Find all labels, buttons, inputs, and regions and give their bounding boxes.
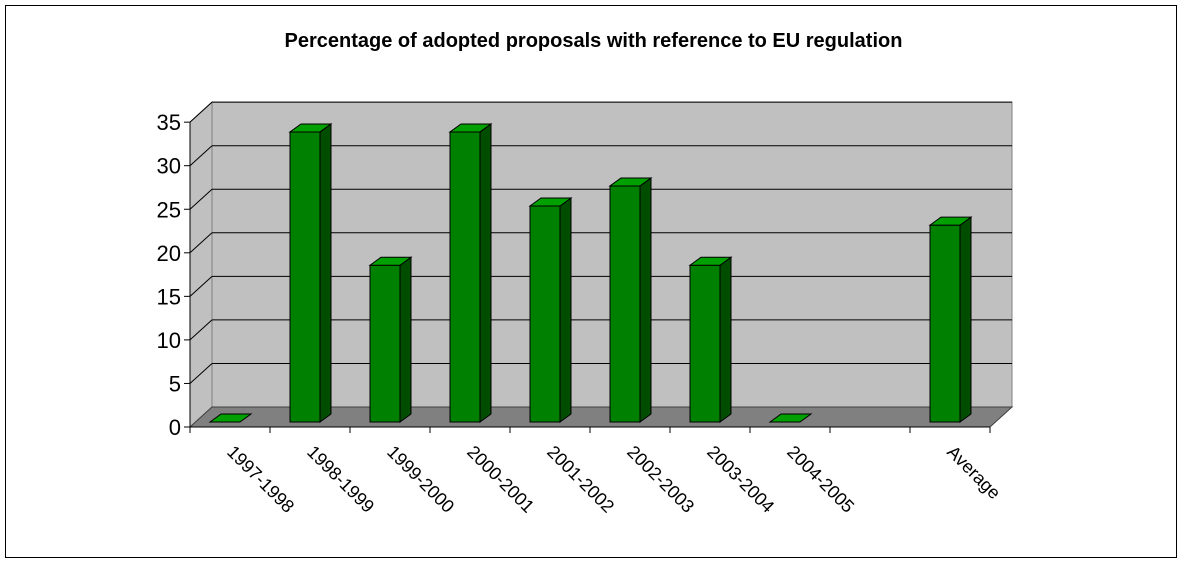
bar-top — [208, 413, 253, 423]
x-category-label: 2002-2003 — [623, 442, 698, 517]
y-tick-label: 20 — [157, 241, 181, 266]
gridline-side — [189, 145, 213, 167]
x-category-label: 2004-2005 — [783, 442, 858, 517]
bar-top — [288, 123, 333, 133]
bar-top — [368, 256, 413, 266]
gridline-side — [189, 319, 213, 341]
gridline-side — [189, 275, 213, 297]
y-tick-label: 15 — [157, 284, 181, 309]
bar-front — [369, 264, 401, 423]
bar-front — [529, 205, 561, 423]
bar-top — [928, 216, 973, 226]
bar-top — [768, 413, 813, 423]
bar-front — [929, 224, 961, 423]
bar-front — [609, 185, 641, 423]
gridline-side — [189, 188, 213, 210]
bar-front — [449, 131, 481, 423]
bar-side — [719, 256, 732, 423]
bar-side — [319, 122, 332, 423]
x-category-label: 1997-1998 — [223, 442, 298, 517]
gridline-side — [189, 363, 213, 384]
y-tick-label: 0 — [169, 415, 181, 440]
y-tick-label: 10 — [157, 328, 181, 353]
bar-side — [479, 122, 492, 423]
plot-side-wall — [189, 101, 213, 429]
gridline-side — [189, 101, 213, 123]
x-category-label: Average — [943, 442, 1004, 503]
gridline-side — [189, 232, 213, 254]
bar-top — [448, 123, 493, 133]
chart-title: Percentage of adopted proposals with ref… — [284, 30, 903, 52]
bar-side — [399, 256, 412, 423]
bar-side — [559, 197, 572, 423]
x-category-label: 1999-2000 — [383, 442, 458, 517]
y-tick-label: 25 — [157, 197, 181, 222]
bar-side — [639, 176, 652, 423]
x-category-label: 2001-2002 — [543, 442, 618, 517]
bar-front — [689, 264, 721, 423]
x-category-label: 2003-2004 — [703, 442, 778, 517]
bar-side — [959, 216, 972, 423]
bar-front — [289, 131, 321, 423]
x-category-label: 1998-1999 — [303, 442, 378, 517]
y-tick-label: 35 — [157, 110, 181, 135]
x-category-label: 2000-2001 — [463, 442, 538, 517]
bar-top — [608, 177, 653, 187]
y-tick-label: 5 — [169, 371, 181, 396]
bar-top — [528, 197, 573, 207]
bar-top — [688, 256, 733, 266]
y-tick-label: 30 — [157, 154, 181, 179]
